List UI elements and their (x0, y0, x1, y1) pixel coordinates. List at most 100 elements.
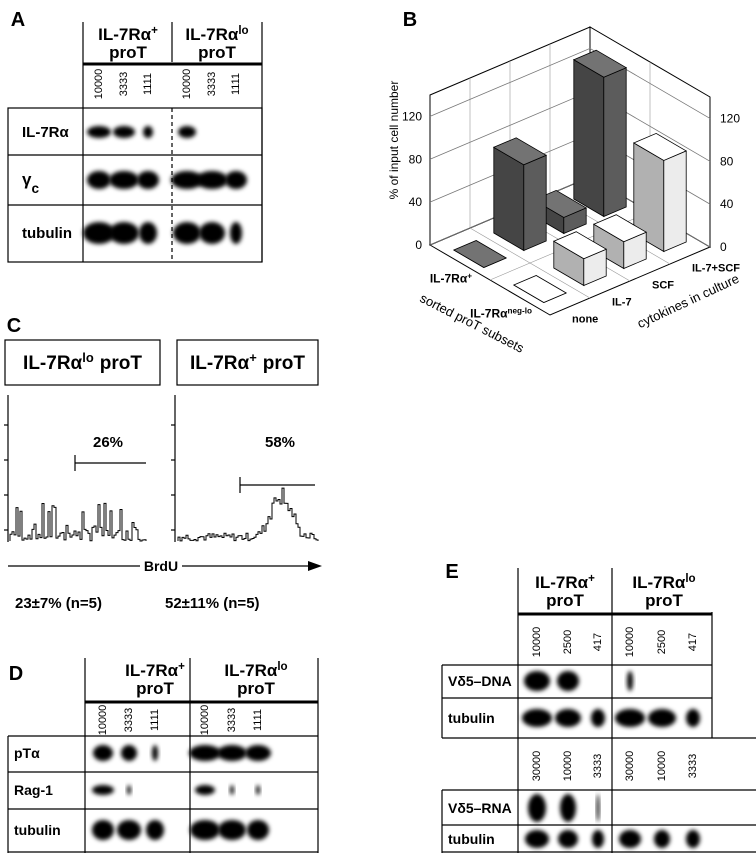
lane-label: 417 (687, 633, 699, 651)
group-header-part: IL-7Rα (632, 573, 686, 592)
depth-tick-label-part: IL-7Rα (470, 307, 508, 321)
bar-front (523, 154, 547, 252)
panel-label: A (11, 9, 25, 31)
blot-band (113, 126, 135, 138)
blot-band (230, 785, 234, 795)
row-label: IL-7Rα (22, 124, 70, 141)
blot-band (109, 222, 139, 244)
row-label-part: γ (22, 170, 32, 189)
blot-band (87, 171, 111, 189)
blot-band (217, 745, 247, 761)
blot-band (146, 820, 164, 840)
group-header: IL-7Rαlo (224, 661, 287, 680)
blot-band (117, 820, 141, 840)
x-tick-label: SCF (652, 280, 674, 292)
blot-band (109, 171, 139, 189)
lane-label: 1111 (252, 709, 264, 731)
row-label: tubulin (448, 831, 495, 847)
group-header-line2: proT (136, 679, 174, 698)
x-tick-label: IL-7 (612, 297, 632, 309)
row-label-part: IL-7Rα (22, 124, 70, 141)
blot-band (83, 222, 115, 244)
blot-band (139, 222, 157, 244)
row-label: tubulin (22, 225, 72, 242)
row-label: γc (22, 170, 39, 196)
lane-label: 10000 (562, 751, 574, 782)
bar-top (572, 49, 628, 78)
blot-band (522, 709, 552, 727)
group-header-part: IL-7Rα (185, 25, 239, 44)
lane-label: 30000 (624, 751, 636, 782)
group-header-part: + (588, 573, 595, 585)
group-header-part: + (178, 661, 185, 673)
bar (572, 49, 628, 218)
lane-label: 3333 (123, 708, 135, 732)
blot-band (225, 171, 247, 189)
lane-label: 417 (592, 633, 604, 651)
panel-label: D (9, 663, 23, 685)
row-label: Vδ5–RNA (448, 800, 512, 816)
stat-label: 52±11% (n=5) (165, 595, 260, 612)
lane-label: 3333 (118, 72, 130, 96)
blot-band (218, 820, 246, 840)
group-header-line2: proT (546, 591, 584, 610)
lane-label: 2500 (562, 630, 574, 654)
blot-band (178, 126, 196, 138)
blot-band (648, 709, 676, 727)
histogram (9, 502, 147, 542)
plot-title-part: + (249, 350, 257, 365)
x-tick-label: none (572, 314, 598, 326)
y2-tick-label: 120 (720, 111, 740, 125)
bar (492, 137, 548, 252)
blot-band (686, 830, 700, 848)
percent-label: 26% (93, 434, 123, 451)
blot-band (592, 830, 604, 848)
group-header-part: lo (685, 573, 695, 585)
lane-label: 3333 (592, 754, 604, 778)
blot-band (92, 820, 114, 840)
blot-band (92, 785, 114, 795)
group-header-line2: proT (237, 679, 275, 698)
axis-label: BrdU (144, 558, 178, 574)
bar (452, 240, 508, 268)
blot-band (189, 745, 221, 761)
blot-band (555, 709, 581, 727)
bar-top (632, 132, 688, 161)
lane-label: 3333 (687, 754, 699, 778)
blot-band (195, 785, 215, 795)
blot-band (528, 794, 546, 822)
group-header-part: lo (277, 661, 287, 673)
group-header-line2: proT (109, 43, 147, 62)
group-header-part: lo (238, 25, 248, 37)
panel-label: E (445, 561, 458, 583)
y2-tick-label: 40 (720, 197, 734, 211)
plot-title-part: proT (100, 353, 143, 374)
y-tick-label: 120 (402, 109, 422, 123)
group-header: IL-7Rαlo (185, 25, 248, 44)
bar-top (512, 275, 568, 303)
group-header-part: IL-7Rα (224, 661, 278, 680)
group-header: IL-7Rα+ (98, 25, 158, 44)
lane-label: 3333 (226, 708, 238, 732)
lane-label: 1111 (142, 73, 154, 95)
x-tick-label: IL-7+SCF (692, 263, 740, 275)
depth-tick-label-part: IL-7Rα (430, 272, 468, 286)
plot-title-part: IL-7Rα (23, 353, 83, 374)
bar-top (592, 214, 648, 243)
depth-tick-label-part: neg-lo (508, 306, 532, 315)
plot-title-part: IL-7Rα (190, 353, 250, 374)
blot-band (137, 171, 159, 189)
blot-band (245, 745, 271, 761)
blot-band (93, 745, 113, 761)
lane-label: 10000 (656, 751, 668, 782)
y-tick-label: 40 (409, 195, 423, 209)
row-label: pTα (14, 745, 40, 761)
blot-band (619, 830, 641, 848)
lane-label: 1111 (230, 73, 242, 95)
title-box (176, 339, 319, 386)
blot-band (560, 794, 576, 822)
lane-label: 10000 (181, 69, 193, 100)
blot-band (524, 671, 550, 691)
title-box (4, 339, 161, 386)
blot-band (196, 171, 228, 189)
